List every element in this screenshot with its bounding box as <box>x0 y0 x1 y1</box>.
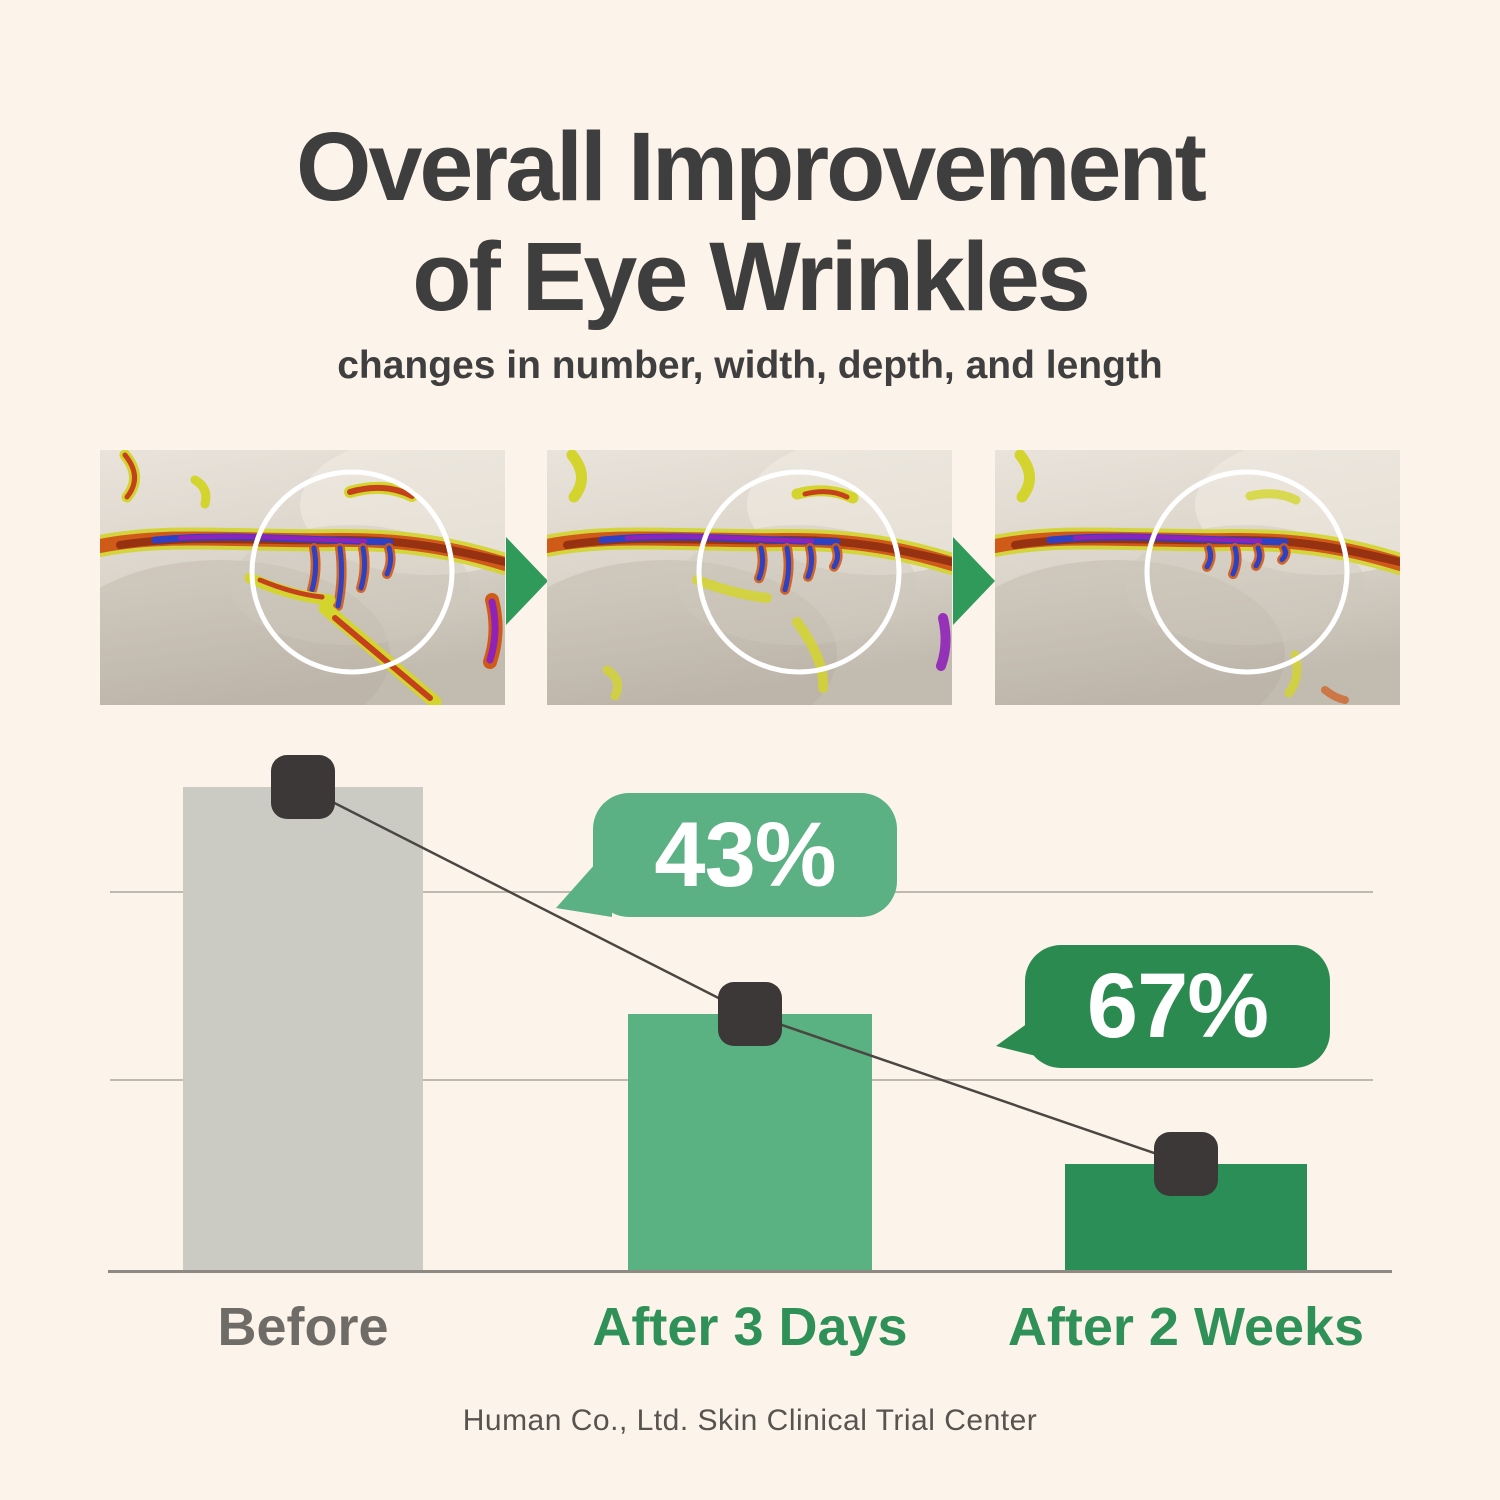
arrow-right-icon <box>953 537 995 625</box>
bubble-tail-icon <box>556 845 612 917</box>
wrinkle-scan-after-2-weeks <box>995 450 1400 705</box>
title-line-1: Overall Improvement <box>296 112 1207 221</box>
improvement-badge-43: 43% <box>556 793 897 917</box>
wrinkle-scan-after-3-days <box>547 450 952 705</box>
x-axis-line <box>108 1270 1392 1273</box>
improvement-value-67: 67% <box>1086 955 1269 1057</box>
axis-label-before: Before <box>217 1297 389 1357</box>
wrinkle-scan-before <box>100 450 505 705</box>
source-credit: Human Co., Ltd. Skin Clinical Trial Cent… <box>462 1404 1038 1437</box>
title-line-2: of Eye Wrinkles <box>412 221 1091 331</box>
arrow-right-icon <box>506 537 548 625</box>
axis-label-after-2-weeks: After 2 Weeks <box>1007 1297 1365 1357</box>
axis-label-after-3-days: After 3 Days <box>592 1297 908 1357</box>
subtitle: changes in number, width, depth, and len… <box>337 344 1163 387</box>
bubble-tail-icon <box>996 1000 1060 1062</box>
improvement-value-43: 43% <box>654 803 836 906</box>
page-title: Overall Improvement of Eye Wrinkles <box>0 112 1500 331</box>
improvement-badge-67: 67% <box>996 945 1330 1068</box>
